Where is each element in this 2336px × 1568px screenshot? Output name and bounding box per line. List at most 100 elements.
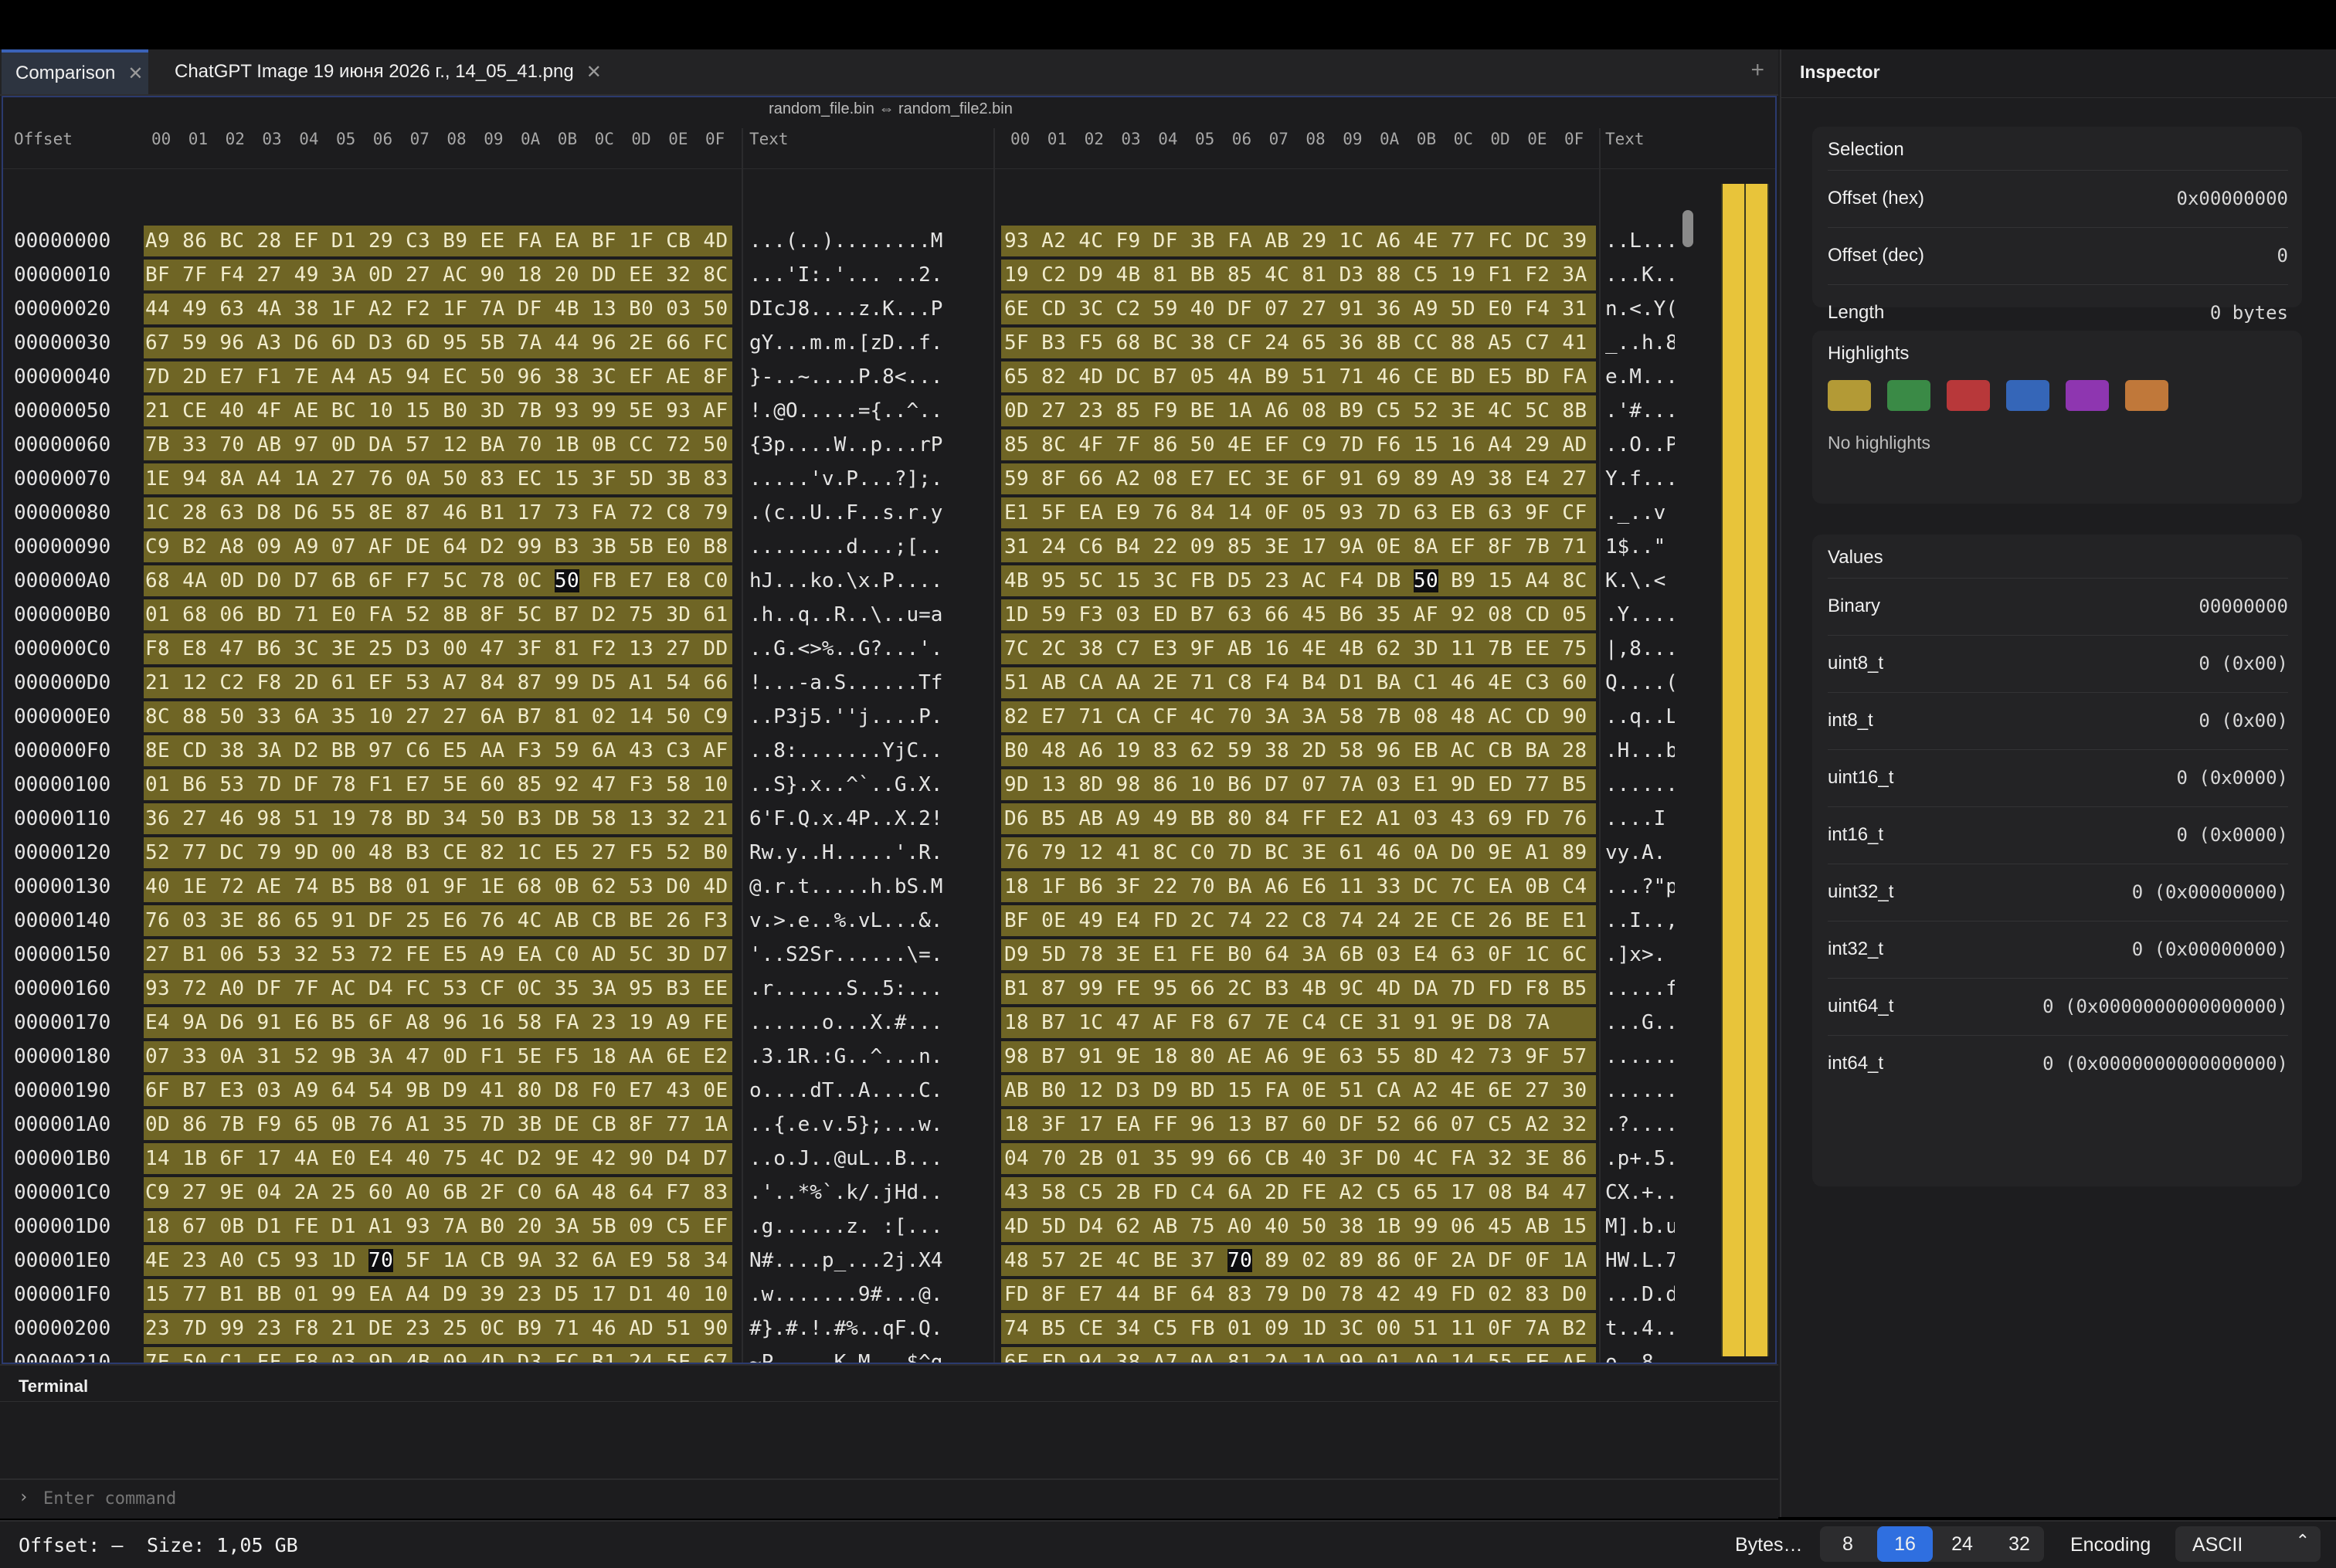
hex-comparison-view[interactable]: random_file.bin ⇔ random_file2.bin Offse…: [2, 96, 1777, 1364]
byte[interactable]: 57: [1041, 1249, 1067, 1272]
right-hex-bytes[interactable]: 9D 13 8D 98 86 10 B6 D7 07 7A 03 E1 9D E…: [1001, 769, 1596, 800]
byte[interactable]: 34: [703, 1249, 728, 1272]
byte[interactable]: E8: [666, 569, 691, 592]
hex-row[interactable]: 00000120 52 77 DC 79 9D 00 48 B3 CE 82 1C…: [3, 837, 1775, 871]
left-hex-bytes[interactable]: 7B 33 70 AB 97 0D DA 57 12 BA 70 1B 0B C…: [144, 429, 732, 460]
hex-row[interactable]: 000000E0 8C 88 50 33 6A 35 10 27 27 6A B7…: [3, 701, 1775, 735]
byte[interactable]: D5: [1227, 569, 1253, 592]
byte[interactable]: 15: [1115, 569, 1141, 592]
highlight-color-swatch[interactable]: [2125, 380, 2168, 411]
byte[interactable]: E7: [629, 569, 654, 592]
left-text[interactable]: !...-a.S......Tf: [749, 671, 943, 694]
hex-row[interactable]: 000001A0 0D 86 7B F9 65 0B 76 A1 35 7D 3B…: [3, 1109, 1775, 1143]
close-icon[interactable]: ✕: [586, 61, 602, 83]
right-text[interactable]: |,8...: [1605, 637, 1675, 660]
right-text[interactable]: .]x>.: [1605, 943, 1666, 966]
byte[interactable]: 6F: [368, 569, 394, 592]
left-hex-bytes[interactable]: A9 86 BC 28 EF D1 29 C3 B9 EE FA EA BF 1…: [144, 226, 732, 256]
byte[interactable]: BE: [1153, 1249, 1178, 1272]
right-text[interactable]: e.M...: [1605, 365, 1675, 389]
highlight-color-swatch[interactable]: [1947, 380, 1990, 411]
byte[interactable]: 9A: [517, 1249, 542, 1272]
hex-row[interactable]: 00000180 07 33 0A 31 52 9B 3A 47 0D F1 5E…: [3, 1041, 1775, 1075]
byte[interactable]: 5C: [1078, 569, 1104, 592]
left-text[interactable]: o....dT..A....C.: [749, 1079, 943, 1102]
left-text[interactable]: Rw.y..H.....'.R.: [749, 841, 943, 864]
bytes-option-32[interactable]: 32: [2008, 1533, 2030, 1555]
right-text[interactable]: .....f: [1605, 977, 1675, 1000]
byte[interactable]: A0: [219, 1249, 245, 1272]
left-hex-bytes[interactable]: 14 1B 6F 17 4A E0 E4 40 75 4C D2 9E 42 9…: [144, 1143, 732, 1174]
hex-row[interactable]: 00000170 E4 9A D6 91 E6 B5 6F A8 96 16 58…: [3, 1007, 1775, 1041]
left-text[interactable]: v.>.e..%.vL...&.: [749, 909, 943, 932]
vertical-scrollbar[interactable]: [1682, 210, 1693, 247]
right-hex-bytes[interactable]: 65 82 4D DC B7 05 4A B9 51 71 46 CE BD E…: [1001, 361, 1596, 392]
left-hex-bytes[interactable]: 0D 86 7B F9 65 0B 76 A1 35 7D 3B DE CB 8…: [144, 1109, 732, 1140]
hex-row[interactable]: 000000B0 01 68 06 BD 71 E0 FA 52 8B 8F 5C…: [3, 599, 1775, 633]
hex-row[interactable]: 000001D0 18 67 0B D1 FE D1 A1 93 7A B0 20…: [3, 1211, 1775, 1245]
byte[interactable]: 23: [182, 1249, 208, 1272]
left-text[interactable]: gY...m.m.[zD..f.: [749, 331, 943, 355]
hex-row[interactable]: 000000A0 68 4A 0D D0 D7 6B 6F F7 5C 78 0C…: [3, 565, 1775, 599]
right-hex-bytes[interactable]: D6 B5 AB A9 49 BB 80 84 FF E2 A1 03 43 6…: [1001, 803, 1596, 834]
left-hex-bytes[interactable]: C9 B2 A8 09 A9 07 AF DE 64 D2 99 B3 3B 5…: [144, 531, 732, 562]
byte[interactable]: 0D: [219, 569, 245, 592]
right-hex-bytes[interactable]: 43 58 C5 2B FD C4 6A 2D FE A2 C5 65 17 0…: [1001, 1177, 1596, 1208]
byte[interactable]: DF: [1488, 1249, 1513, 1272]
left-text[interactable]: 6'F.Q.x.4P..X.2!: [749, 807, 943, 830]
hex-row[interactable]: 00000160 93 72 A0 DF 7F AC D4 FC 53 CF 0C…: [3, 973, 1775, 1007]
left-hex-bytes[interactable]: 07 33 0A 31 52 9B 3A 47 0D F1 5E F5 18 A…: [144, 1041, 732, 1072]
byte[interactable]: 1A: [1562, 1249, 1587, 1272]
left-hex-bytes[interactable]: 1E 94 8A A4 1A 27 76 0A 50 83 EC 15 3F 5…: [144, 463, 732, 494]
left-text[interactable]: !.@O.....={..^..: [749, 399, 943, 423]
left-text[interactable]: {3p....W..p...rP: [749, 433, 943, 456]
right-text[interactable]: ...?"p: [1605, 875, 1675, 898]
hex-row[interactable]: 00000110 36 27 46 98 51 19 78 BD 34 50 B3…: [3, 803, 1775, 837]
right-text[interactable]: ..L...: [1605, 229, 1675, 253]
byte[interactable]: 8C: [1562, 569, 1587, 592]
left-hex-bytes[interactable]: 7D 2D E7 F1 7E A4 A5 94 EC 50 96 38 3C E…: [144, 361, 732, 392]
left-hex-bytes[interactable]: 01 68 06 BD 71 E0 FA 52 8B 8F 5C B7 D2 7…: [144, 599, 732, 630]
byte[interactable]: 0F: [1525, 1249, 1550, 1272]
left-text[interactable]: .....'v.P...?];.: [749, 467, 943, 490]
left-hex-bytes[interactable]: 52 77 DC 79 9D 00 48 B3 CE 82 1C E5 27 F…: [144, 837, 732, 868]
byte[interactable]: CB: [480, 1249, 505, 1272]
right-text[interactable]: n.<.Y(: [1605, 297, 1675, 321]
byte[interactable]: AC: [1302, 569, 1327, 592]
hex-row[interactable]: 00000000 A9 86 BC 28 EF D1 29 C3 B9 EE FA…: [3, 226, 1775, 260]
byte[interactable]: 0F: [1413, 1249, 1438, 1272]
hex-row[interactable]: 000000F0 8E CD 38 3A D2 BB 97 C6 E5 AA F3…: [3, 735, 1775, 769]
left-text[interactable]: ...'I:.'... ..2.: [749, 263, 943, 287]
highlight-color-swatch[interactable]: [2066, 380, 2109, 411]
left-hex-bytes[interactable]: BF 7F F4 27 49 3A 0D 27 AC 90 18 20 DD E…: [144, 260, 732, 290]
hex-row[interactable]: 000000C0 F8 E8 47 B6 3C 3E 25 D3 00 47 3F…: [3, 633, 1775, 667]
byte[interactable]: 0C: [517, 569, 542, 592]
left-hex-bytes[interactable]: 8C 88 50 33 6A 35 10 27 27 6A B7 81 02 1…: [144, 701, 732, 732]
right-hex-bytes[interactable]: B1 87 99 FE 95 66 2C B3 4B 9C 4D DA 7D F…: [1001, 973, 1596, 1004]
left-text[interactable]: ..S}.x..^`..G.X.: [749, 773, 943, 796]
hex-row[interactable]: 00000070 1E 94 8A A4 1A 27 76 0A 50 83 EC…: [3, 463, 1775, 497]
right-text[interactable]: ..q..L: [1605, 705, 1675, 728]
right-hex-bytes[interactable]: 6E CD 3C C2 59 40 DF 07 27 91 36 A9 5D E…: [1001, 294, 1596, 324]
left-text[interactable]: ........d...;[..: [749, 535, 943, 558]
right-text[interactable]: .'#...: [1605, 399, 1675, 423]
selected-byte[interactable]: 50: [554, 569, 579, 592]
hex-row[interactable]: 000000D0 21 12 C2 F8 2D 61 EF 53 A7 84 87…: [3, 667, 1775, 701]
byte[interactable]: E9: [629, 1249, 654, 1272]
right-hex-bytes[interactable]: 04 70 2B 01 35 99 66 CB 40 3F D0 4C FA 3…: [1001, 1143, 1596, 1174]
right-text[interactable]: ._..v: [1605, 501, 1666, 524]
byte[interactable]: 6A: [592, 1249, 617, 1272]
right-text[interactable]: o..8..: [1605, 1351, 1675, 1364]
selected-byte[interactable]: 70: [1227, 1249, 1253, 1272]
left-hex-bytes[interactable]: 67 59 96 A3 D6 6D D3 6D 95 5B 7A 44 96 2…: [144, 328, 732, 358]
right-text[interactable]: Q....(: [1605, 671, 1675, 694]
right-hex-bytes[interactable]: 7C 2C 38 C7 E3 9F AB 16 4E 4B 62 3D 11 7…: [1001, 633, 1596, 664]
left-text[interactable]: ~P.....K.M...$^g: [749, 1351, 943, 1364]
hex-row[interactable]: 000001B0 14 1B 6F 17 4A E0 E4 40 75 4C D2…: [3, 1143, 1775, 1177]
left-text[interactable]: .(c..U..F..s.r.y: [749, 501, 943, 524]
left-hex-bytes[interactable]: 36 27 46 98 51 19 78 BD 34 50 B3 DB 58 1…: [144, 803, 732, 834]
right-text[interactable]: .Y....: [1605, 603, 1675, 626]
right-text[interactable]: ......: [1605, 1079, 1675, 1102]
left-hex-bytes[interactable]: 44 49 63 4A 38 1F A2 F2 1F 7A DF 4B 13 B…: [144, 294, 732, 324]
left-text[interactable]: .'..*%`.k/.jHd..: [749, 1181, 943, 1204]
